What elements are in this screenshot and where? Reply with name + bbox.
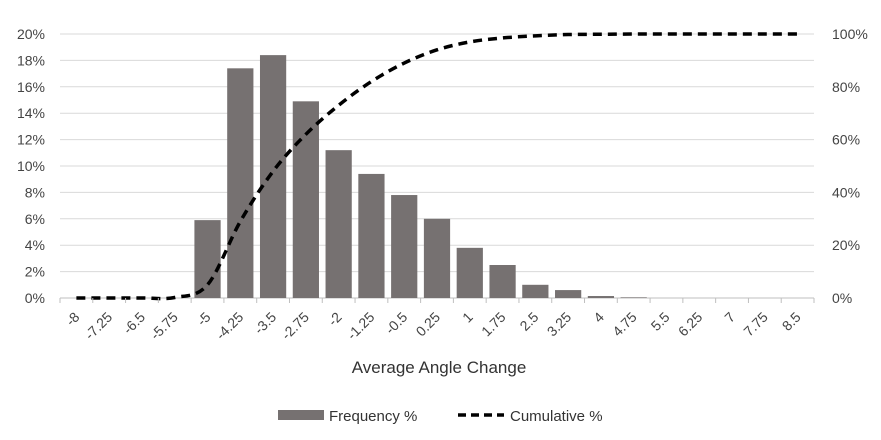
- bar: [456, 247, 483, 298]
- x-tick-label: -7.25: [81, 309, 115, 343]
- legend-cumulative-label: Cumulative %: [510, 408, 603, 425]
- y-tick-label: 6%: [25, 211, 45, 227]
- x-tick-label: -1.25: [344, 309, 378, 343]
- x-tick-label: -3.5: [251, 309, 280, 338]
- bar-series: [194, 55, 647, 299]
- legend-frequency-label: Frequency %: [329, 408, 417, 425]
- y-tick-label: 14%: [17, 105, 45, 121]
- x-tick-label: -5.75: [147, 309, 181, 343]
- x-tick-label: 0.25: [413, 309, 444, 340]
- y2-tick-label: 100%: [832, 26, 868, 42]
- x-tick-label: -2.75: [278, 309, 312, 343]
- y2-tick-label: 40%: [832, 184, 860, 200]
- y-tick-label: 4%: [25, 237, 45, 253]
- bar: [522, 284, 549, 298]
- x-tick-label: 8.5: [779, 309, 804, 334]
- x-tick-label: 4: [590, 309, 607, 326]
- y-tick-label: 8%: [25, 184, 45, 200]
- legend-frequency-swatch: [278, 410, 324, 420]
- x-tick-label: 1.75: [478, 309, 509, 340]
- x-tick-label: 5.5: [648, 309, 673, 334]
- cumulative-line: [76, 32, 798, 301]
- y-tick-label: 2%: [25, 264, 45, 280]
- x-tick-label: 1: [459, 309, 476, 326]
- y2-tick-label: 60%: [832, 132, 860, 148]
- gridlines: [60, 33, 814, 299]
- y-tick-label: 16%: [17, 79, 45, 95]
- bar: [194, 220, 221, 298]
- y2-tick-label: 0%: [832, 290, 852, 306]
- y2-tick-label: 20%: [832, 237, 860, 253]
- x-tick-label: -0.5: [382, 309, 411, 338]
- x-tick-label: -2: [325, 309, 345, 329]
- bar: [620, 297, 647, 298]
- x-tick-label: 7.75: [740, 309, 771, 340]
- y-tick-label: 20%: [17, 26, 45, 42]
- x-tick-label: -6.5: [120, 309, 149, 338]
- y-tick-label: 0%: [25, 290, 45, 306]
- x-tick-label: 3.25: [544, 309, 575, 340]
- x-tick-label: 6.25: [675, 309, 706, 340]
- x-tick-label: -8: [62, 309, 82, 329]
- y-tick-label: 18%: [17, 52, 45, 68]
- x-tick-label: -5: [194, 309, 214, 329]
- x-tick-label: 4.75: [609, 309, 640, 340]
- x-tick-label: 2.5: [516, 309, 541, 334]
- y2-tick-label: 80%: [832, 79, 860, 95]
- bar: [423, 218, 451, 298]
- bar: [292, 101, 319, 298]
- x-tick-label: -4.25: [213, 309, 247, 343]
- right-axis-ticks: 0% 20% 40% 60% 80% 100%: [832, 26, 868, 306]
- bar: [259, 55, 287, 299]
- y-tick-label: 10%: [17, 158, 45, 174]
- left-axis-ticks: 0% 2% 4% 6% 8% 10% 12% 14% 16% 18% 20%: [17, 26, 45, 306]
- legend: Frequency % Cumulative %: [278, 408, 603, 425]
- bar: [358, 173, 385, 298]
- x-axis-ticks: -8-7.25 -6.5-5.75 -5-4.25 -3.5-2.75 -2-1.25-…: [59, 298, 815, 343]
- bar: [587, 296, 615, 298]
- cumulative-line-series: [76, 32, 798, 301]
- bar: [391, 195, 418, 298]
- bar: [555, 290, 582, 298]
- bar: [325, 150, 352, 298]
- bar: [227, 68, 254, 298]
- x-tick-label: 7: [721, 309, 738, 326]
- y-tick-label: 12%: [17, 132, 45, 148]
- bar: [489, 265, 516, 298]
- x-axis-title: Average Angle Change: [352, 358, 527, 377]
